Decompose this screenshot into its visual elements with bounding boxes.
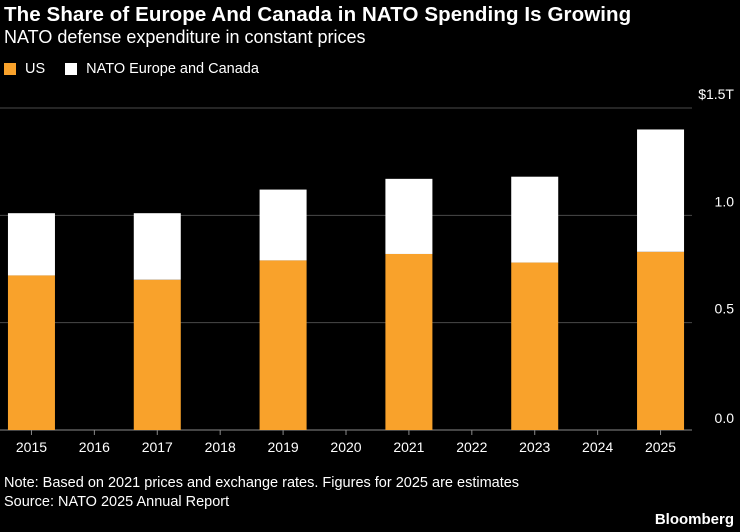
bar-us-2021 — [385, 253, 433, 430]
y-tick-label: 0.0 — [715, 410, 735, 426]
x-tick-label: 2019 — [268, 439, 299, 455]
bar-chart: 0.0 0.5 1.0 $1.5T 2015 2016 2017 2018 2019 2020 20… — [0, 86, 735, 455]
x-tick-label: 2023 — [519, 439, 550, 455]
x-tick-label: 2020 — [330, 439, 361, 455]
chart-title: The Share of Europe And Canada in NATO S… — [4, 3, 632, 26]
y-tick-label: 0.5 — [715, 301, 735, 317]
chart-source: Source: NATO 2025 Annual Report — [4, 494, 230, 510]
x-tick-label: 2024 — [582, 439, 613, 455]
bar-us-2025 — [637, 251, 685, 430]
legend-item-us: US — [4, 61, 45, 77]
legend-label-us: US — [25, 61, 46, 77]
bar-europe-canada-2025 — [637, 129, 685, 252]
x-tick-label: 2025 — [645, 439, 676, 455]
bar-europe-canada-2019 — [259, 189, 307, 261]
legend-swatch-europe-canada — [65, 63, 78, 75]
chart-subtitle: NATO defense expenditure in constant pri… — [4, 27, 366, 47]
bar-europe-canada-2015 — [7, 213, 55, 276]
legend: US NATO Europe and Canada — [4, 61, 279, 77]
chart-note: Note: Based on 2021 prices and exchange … — [4, 475, 520, 491]
bar-us-2017 — [133, 279, 181, 430]
x-tick-label: 2015 — [16, 439, 47, 455]
legend-label-europe-canada: NATO Europe and Canada — [86, 61, 259, 77]
bar-europe-canada-2021 — [385, 178, 433, 254]
bloomberg-logo: Bloomberg — [654, 511, 734, 528]
bar-us-2019 — [259, 260, 307, 430]
x-tick-label: 2018 — [205, 439, 236, 455]
bar-us-2015 — [7, 275, 55, 430]
x-tick-label: 2017 — [142, 439, 173, 455]
y-tick-label: $1.5T — [698, 86, 734, 102]
y-tick-label: 1.0 — [715, 193, 735, 209]
bar-europe-canada-2017 — [133, 213, 181, 280]
legend-item-europe-canada: NATO Europe and Canada — [65, 61, 259, 77]
legend-swatch-us — [4, 63, 16, 75]
bar-europe-canada-2023 — [511, 176, 559, 263]
x-tick-label: 2021 — [393, 439, 424, 455]
x-tick-label: 2016 — [79, 439, 110, 455]
bar-us-2023 — [511, 262, 559, 430]
x-tick-label: 2022 — [456, 439, 487, 455]
